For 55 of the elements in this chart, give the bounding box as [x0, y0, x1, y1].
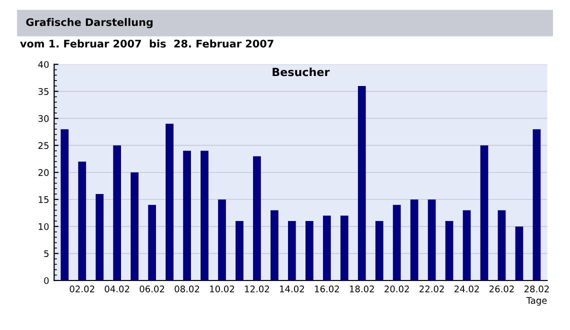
y-tick-label: 35 [38, 88, 48, 95]
bar [375, 221, 384, 280]
chart-title: Grafische Darstellung [26, 18, 153, 28]
bar [253, 156, 261, 280]
bar [60, 129, 69, 280]
x-tick-label: 14.02 [280, 286, 304, 292]
bar [515, 226, 524, 280]
x-tick-label: 16.02 [314, 286, 339, 292]
bar [96, 194, 104, 280]
x-tick-label: 06.02 [140, 286, 164, 292]
bar [445, 221, 454, 280]
chart-subtitle: vom 1. Februar 2007 bis 28. Februar 2007 [20, 40, 274, 48]
x-tick-label: 28.02 [524, 286, 549, 292]
x-tick-label: 12.02 [245, 286, 269, 292]
bar [200, 150, 208, 280]
x-axis-title: Tage [526, 297, 547, 306]
bar [288, 221, 296, 280]
bar [305, 221, 314, 280]
x-tick-label: 20.02 [384, 286, 409, 292]
x-tick-label: 08.02 [174, 286, 200, 292]
y-tick-label: 20 [38, 169, 49, 176]
x-tick-label: 22.02 [420, 286, 444, 292]
bar [148, 204, 156, 280]
bar [218, 199, 226, 280]
bar [358, 86, 366, 280]
y-tick-label: 25 [38, 142, 48, 149]
x-tick-label: 24.02 [454, 286, 479, 292]
x-tick-label: 04.02 [104, 286, 130, 292]
x-tick-label: 18.02 [350, 286, 374, 292]
y-tick-label: 40 [38, 61, 49, 68]
x-tick-label: 26.02 [489, 286, 514, 292]
bar [392, 204, 401, 280]
bar [480, 145, 488, 280]
bar [236, 221, 244, 280]
y-tick-label: 0 [44, 277, 49, 284]
bar [130, 172, 139, 280]
bar [166, 124, 174, 280]
bar [498, 210, 506, 280]
y-tick-label: 5 [44, 250, 48, 258]
x-tick-label: 10.02 [210, 286, 234, 292]
bar [113, 145, 122, 280]
y-tick-label: 10 [38, 223, 49, 230]
bar [270, 210, 278, 280]
bar [428, 199, 436, 280]
bar [410, 199, 418, 280]
y-tick-label: 30 [38, 115, 49, 122]
bar [340, 216, 348, 280]
bar [322, 216, 331, 280]
annotation: Besucher [272, 68, 330, 76]
y-tick-label: 15 [38, 196, 48, 203]
x-tick-label: 02.02 [70, 286, 94, 292]
bar [183, 150, 191, 280]
bar [78, 162, 86, 280]
bar [532, 129, 541, 280]
bar [462, 210, 471, 280]
